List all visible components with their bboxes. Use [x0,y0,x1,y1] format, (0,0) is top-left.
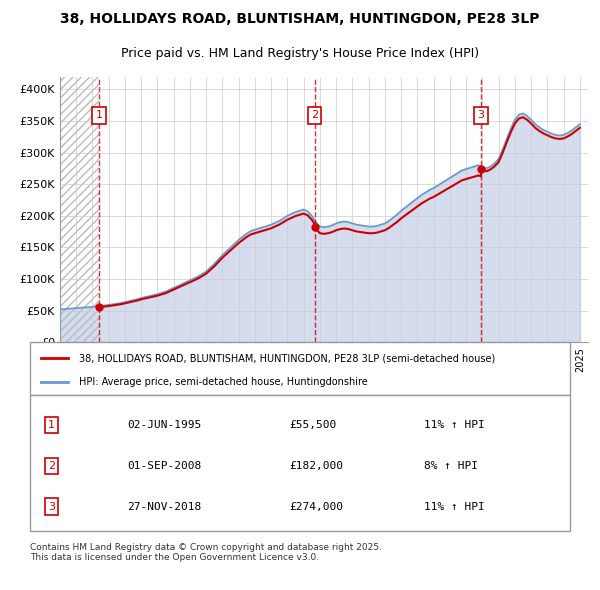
Text: £55,500: £55,500 [289,420,337,430]
Text: 27-NOV-2018: 27-NOV-2018 [127,502,202,512]
Text: 8% ↑ HPI: 8% ↑ HPI [424,461,478,471]
Text: £274,000: £274,000 [289,502,343,512]
Text: 1: 1 [96,110,103,120]
Text: Price paid vs. HM Land Registry's House Price Index (HPI): Price paid vs. HM Land Registry's House … [121,47,479,60]
Text: 38, HOLLIDAYS ROAD, BLUNTISHAM, HUNTINGDON, PE28 3LP: 38, HOLLIDAYS ROAD, BLUNTISHAM, HUNTINGD… [60,12,540,26]
FancyBboxPatch shape [30,342,570,395]
Text: Contains HM Land Registry data © Crown copyright and database right 2025.
This d: Contains HM Land Registry data © Crown c… [30,543,382,562]
Text: 3: 3 [478,110,484,120]
Text: 11% ↑ HPI: 11% ↑ HPI [424,420,485,430]
Text: 01-SEP-2008: 01-SEP-2008 [127,461,202,471]
Text: 2: 2 [311,110,318,120]
Text: 11% ↑ HPI: 11% ↑ HPI [424,502,485,512]
Text: 1: 1 [48,420,55,430]
Text: £182,000: £182,000 [289,461,343,471]
FancyBboxPatch shape [30,395,570,531]
Text: 2: 2 [48,461,55,471]
Text: HPI: Average price, semi-detached house, Huntingdonshire: HPI: Average price, semi-detached house,… [79,377,367,387]
Text: 3: 3 [48,502,55,512]
Text: 38, HOLLIDAYS ROAD, BLUNTISHAM, HUNTINGDON, PE28 3LP (semi-detached house): 38, HOLLIDAYS ROAD, BLUNTISHAM, HUNTINGD… [79,353,495,363]
Text: 02-JUN-1995: 02-JUN-1995 [127,420,202,430]
